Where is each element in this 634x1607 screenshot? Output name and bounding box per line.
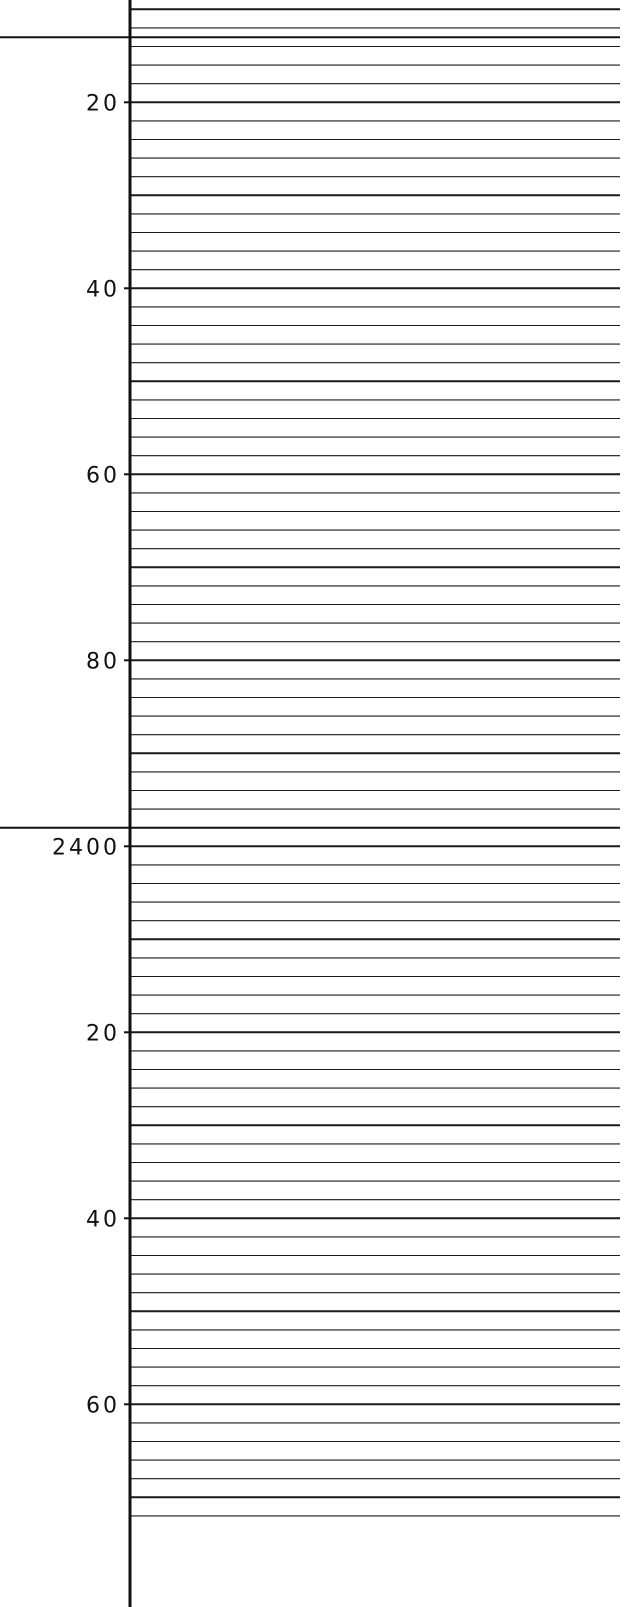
depth-tick-labels: 20 40 60 80 2400 20 40 60 [52, 91, 130, 1418]
y-tick-label: 60 [86, 463, 120, 488]
y-tick-label: 60 [86, 1393, 120, 1418]
y-tick-label: 80 [86, 649, 120, 674]
y-tick-label: 2400 [52, 835, 120, 860]
y-tick-label: 20 [86, 91, 120, 116]
y-tick-label: 20 [86, 1021, 120, 1046]
major-depth-lines [0, 36, 620, 829]
horizontal-grid-lines [130, 8, 620, 1517]
y-tick-label: 40 [86, 1207, 120, 1232]
y-tick-label: 40 [86, 277, 120, 302]
